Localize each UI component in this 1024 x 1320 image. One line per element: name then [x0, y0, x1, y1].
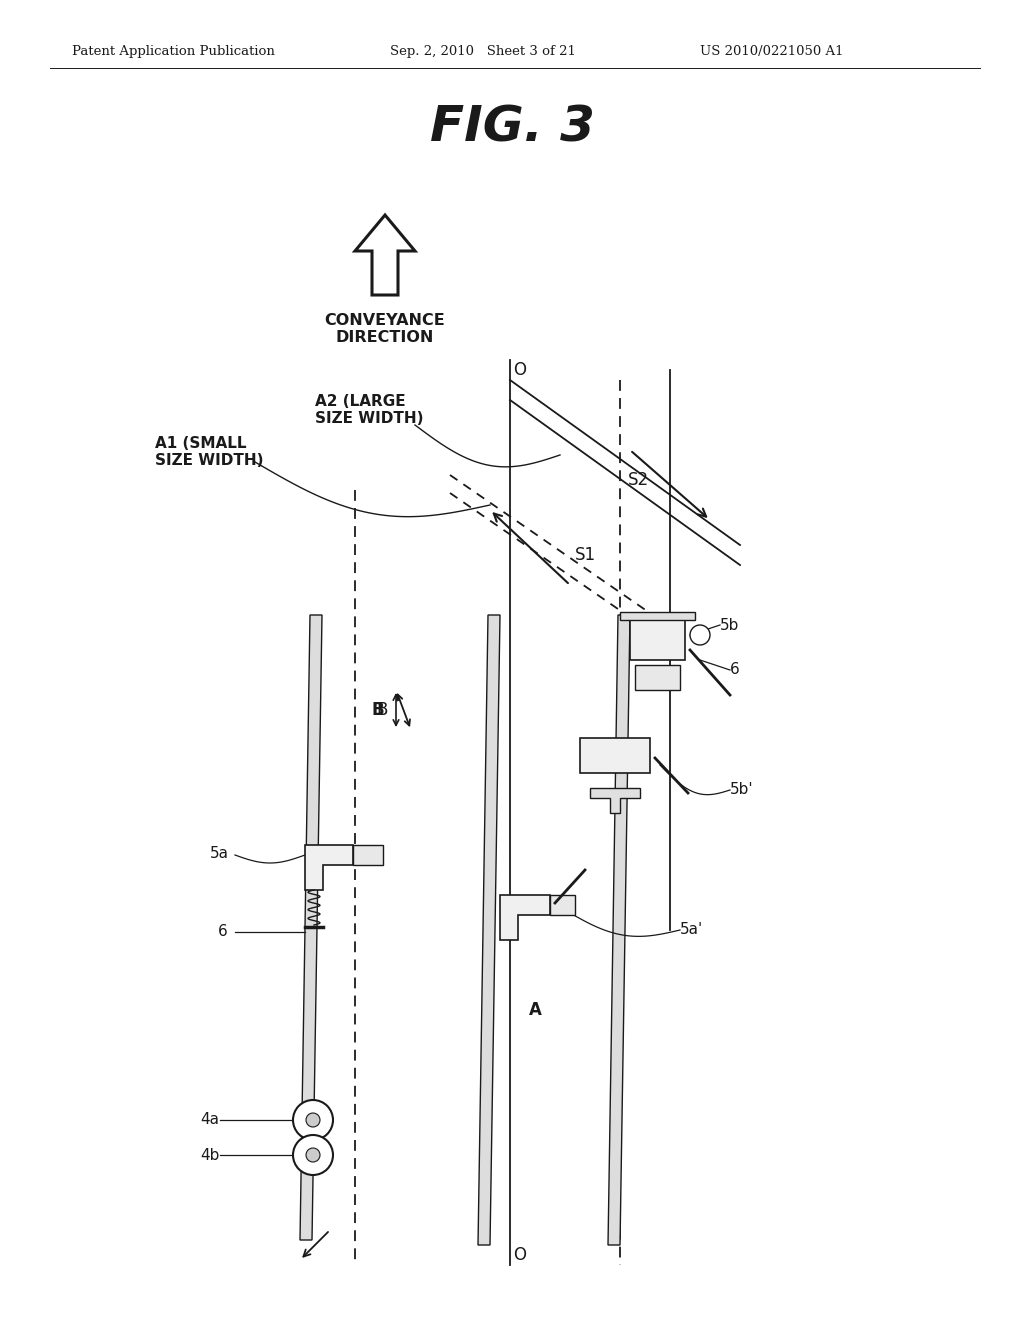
Polygon shape — [478, 615, 500, 1245]
Polygon shape — [500, 895, 550, 940]
Bar — [580, 738, 650, 774]
Text: O: O — [513, 360, 526, 379]
Text: 5b: 5b — [720, 618, 739, 632]
Text: 5a': 5a' — [680, 923, 703, 937]
Text: 6: 6 — [730, 663, 739, 677]
Polygon shape — [608, 615, 630, 1245]
Text: B: B — [372, 701, 384, 719]
Text: 4b: 4b — [200, 1147, 219, 1163]
Text: Sep. 2, 2010   Sheet 3 of 21: Sep. 2, 2010 Sheet 3 of 21 — [390, 45, 575, 58]
Circle shape — [293, 1100, 333, 1140]
Text: A2 (LARGE
SIZE WIDTH): A2 (LARGE SIZE WIDTH) — [315, 393, 424, 426]
Text: B: B — [377, 701, 388, 719]
Polygon shape — [305, 845, 353, 890]
Bar — [635, 665, 680, 690]
Circle shape — [306, 1113, 319, 1127]
Bar — [353, 845, 383, 865]
Bar — [550, 895, 575, 915]
Text: O: O — [513, 1246, 526, 1265]
Text: CONVEYANCE
DIRECTION: CONVEYANCE DIRECTION — [325, 313, 445, 346]
Text: 6: 6 — [218, 924, 227, 940]
Circle shape — [690, 624, 710, 645]
Text: Patent Application Publication: Patent Application Publication — [72, 45, 274, 58]
Text: S2: S2 — [628, 471, 649, 488]
Circle shape — [293, 1135, 333, 1175]
Polygon shape — [590, 788, 640, 813]
Bar — [630, 615, 685, 660]
Circle shape — [306, 1148, 319, 1162]
Text: US 2010/0221050 A1: US 2010/0221050 A1 — [700, 45, 844, 58]
Text: A1 (SMALL
SIZE WIDTH): A1 (SMALL SIZE WIDTH) — [155, 436, 263, 469]
Polygon shape — [355, 215, 415, 294]
Text: 5b': 5b' — [730, 783, 754, 797]
Text: 4a: 4a — [200, 1113, 219, 1127]
Text: S1: S1 — [575, 546, 596, 564]
Text: A: A — [528, 1001, 542, 1019]
Text: 5a: 5a — [210, 846, 229, 861]
Text: FIG. 3: FIG. 3 — [429, 104, 595, 152]
Bar — [620, 612, 695, 620]
Polygon shape — [300, 615, 322, 1239]
